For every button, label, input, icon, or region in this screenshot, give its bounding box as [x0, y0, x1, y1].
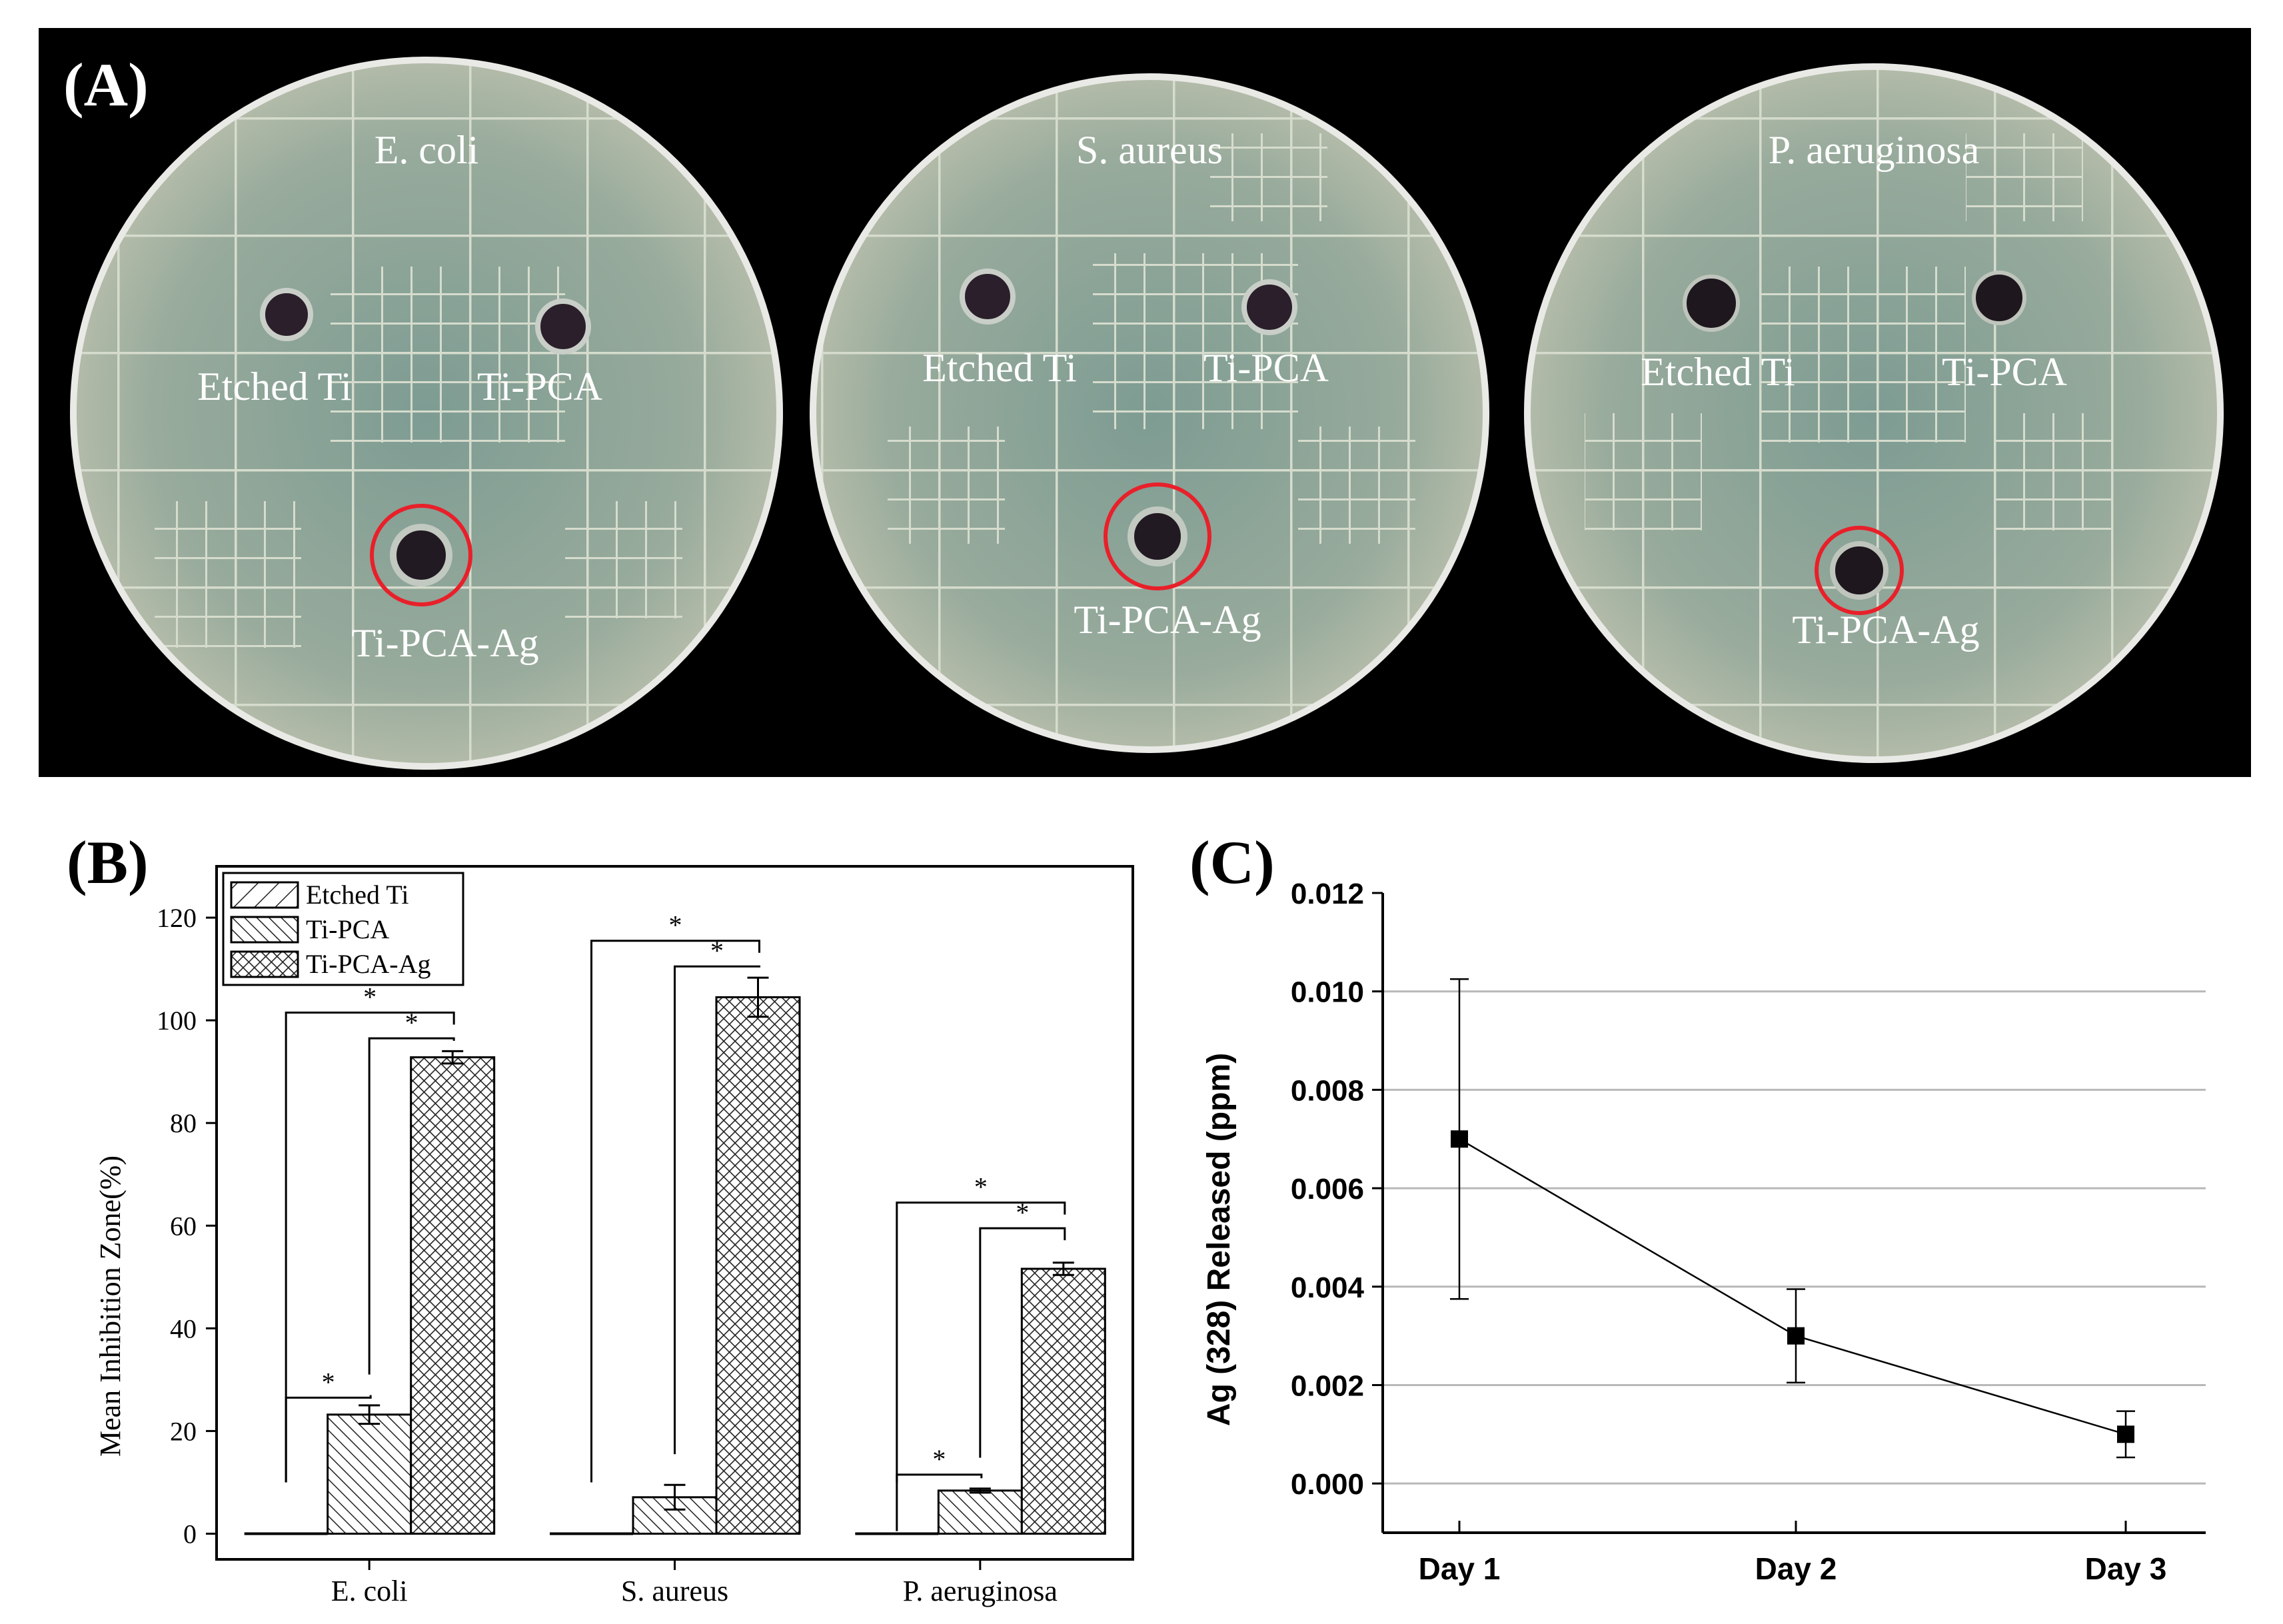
plate-rim — [70, 57, 783, 770]
significance-bracket — [979, 1227, 1066, 1458]
panel-b-label: (B) — [67, 828, 149, 896]
bar-ti-pca-ag-e-coli — [410, 1056, 496, 1535]
significance-star: * — [669, 910, 682, 940]
legend-label-etched-ti: Etched Ti — [306, 880, 408, 910]
x-tick-label: E. coli — [331, 1575, 408, 1607]
plate-label-etched-ti: Etched Ti — [197, 365, 352, 408]
plate-label-ti-pca: Ti-PCA — [1942, 350, 2067, 394]
y-tick-label: 0 — [183, 1519, 197, 1549]
sample-disc — [260, 288, 313, 341]
y-tick-label: 0.002 — [1291, 1369, 1364, 1402]
plate-label-ti-pca-ag: Ti-PCA-Ag — [1074, 598, 1261, 642]
legend-swatch-etched-ti — [230, 881, 299, 909]
y-tick-label: 100 — [157, 1006, 197, 1036]
plate-label-etched-ti: Etched Ti — [1641, 350, 1795, 394]
significance-bracket — [285, 1012, 455, 1483]
y-tick-label: 0.008 — [1291, 1074, 1364, 1107]
y-tick-label: 0.006 — [1291, 1173, 1364, 1206]
plate-label-ti-pca: Ti-PCA — [1203, 346, 1329, 390]
panel-a-label: (A) — [63, 51, 149, 119]
grid-lines-small — [331, 267, 565, 442]
bar-ti-pca-p-aeruginosa — [937, 1489, 1023, 1535]
legend-swatch-ti-pca-ag — [230, 950, 299, 978]
inhibition-zone-ring — [370, 504, 472, 606]
inhibition-zone-ring — [1815, 526, 1904, 615]
significance-bracket — [896, 1473, 983, 1531]
plate-title-p-aeruginosa: P. aeruginosa — [1769, 128, 1980, 172]
significance-star: * — [322, 1367, 335, 1397]
sample-disc — [1972, 271, 2026, 325]
data-point-day-3 — [2117, 1425, 2134, 1443]
x-tick-label: S. aureus — [621, 1575, 728, 1607]
y-tick-label: 0.004 — [1291, 1271, 1365, 1304]
legend-swatch-ti-pca — [230, 916, 299, 944]
grid-lines-small — [565, 501, 682, 618]
petri-plate-s-aureus — [810, 73, 1489, 753]
petri-plate-p-aeruginosa — [1524, 63, 2224, 763]
inhibition-zone-ring — [1104, 482, 1211, 590]
significance-bracket — [674, 965, 760, 1455]
legend-label-ti-pca-ag: Ti-PCA-Ag — [306, 949, 430, 979]
grid-lines-small — [1298, 426, 1415, 544]
sample-disc — [1128, 506, 1187, 566]
x-tick-label: P. aeruginosa — [903, 1575, 1058, 1607]
plate-label-ti-pca-ag: Ti-PCA-Ag — [1792, 608, 1979, 652]
plate-label-etched-ti: Etched Ti — [922, 346, 1077, 390]
y-tick-label: 0.012 — [1291, 878, 1364, 910]
sample-disc — [1241, 279, 1297, 335]
panel-c-label: (C) — [1189, 828, 1275, 896]
grid-lines-small — [1966, 133, 2083, 221]
significance-star: * — [363, 982, 377, 1012]
legend-label-ti-pca: Ti-PCA — [306, 914, 389, 944]
y-tick-label: 0.000 — [1291, 1468, 1364, 1501]
y-tick-label: 20 — [170, 1416, 197, 1446]
sample-disc — [1683, 275, 1740, 332]
data-point-day-2 — [1787, 1327, 1805, 1345]
grid-lines-small — [1585, 413, 1702, 530]
data-point-day-1 — [1451, 1130, 1468, 1148]
plate-rim — [810, 73, 1489, 753]
x-tick-label: Day 3 — [2085, 1551, 2167, 1586]
significance-star: * — [974, 1172, 988, 1202]
significance-bracket — [896, 1202, 1066, 1483]
chart-b-mean-inhibition-zone: 0 20 40 60 80 100 120 Mean Inhibition Zone(%) E.… — [94, 865, 1134, 1607]
significance-star: * — [710, 936, 724, 966]
x-tick-label: Day 1 — [1419, 1551, 1501, 1586]
plate-label-ti-pca-ag: Ti-PCA-Ag — [351, 621, 538, 665]
plate-rim — [1524, 63, 2224, 763]
y-tick-label: 40 — [170, 1313, 197, 1343]
y-tick-label: 80 — [170, 1108, 197, 1138]
plate-title-e-coli: E. coli — [375, 128, 479, 172]
sample-disc — [390, 524, 452, 586]
plate-title-s-aureus: S. aureus — [1076, 128, 1223, 172]
y-axis-label: Mean Inhibition Zone(%) — [94, 1156, 127, 1457]
significance-star: * — [1016, 1198, 1029, 1227]
sample-disc — [535, 299, 591, 355]
grid-lines-small — [155, 501, 301, 648]
x-tick-label: Day 2 — [1755, 1551, 1837, 1586]
significance-bracket — [368, 1037, 455, 1375]
y-axis-label: Ag (328) Released (ppm) — [1201, 1053, 1237, 1426]
grid-lines-small — [1761, 267, 1966, 442]
y-tick-label: 0.010 — [1291, 976, 1364, 1009]
petri-plate-e-coli — [70, 57, 783, 770]
y-tick-label: 120 — [157, 903, 197, 933]
bar-ti-pca-ag-p-aeruginosa — [1020, 1267, 1106, 1535]
grid-lines-small — [888, 426, 1005, 544]
grid-lines-small — [1995, 413, 2112, 530]
bar-ti-pca-e-coli — [327, 1413, 412, 1535]
grid-lines-small — [1210, 133, 1327, 221]
sample-disc — [1830, 541, 1889, 600]
bar-ti-pca-ag-s-aureus — [715, 996, 801, 1535]
sample-disc — [960, 269, 1016, 325]
significance-star: * — [405, 1008, 418, 1038]
significance-bracket — [590, 940, 760, 1483]
chart-c-ag-release: 0.000 0.002 0.004 0.006 0.008 0.010 0.012 Ag (3… — [1201, 878, 2206, 1586]
y-tick-label: 60 — [170, 1211, 197, 1241]
significance-star: * — [932, 1444, 946, 1474]
plate-label-ti-pca: Ti-PCA — [477, 365, 602, 408]
